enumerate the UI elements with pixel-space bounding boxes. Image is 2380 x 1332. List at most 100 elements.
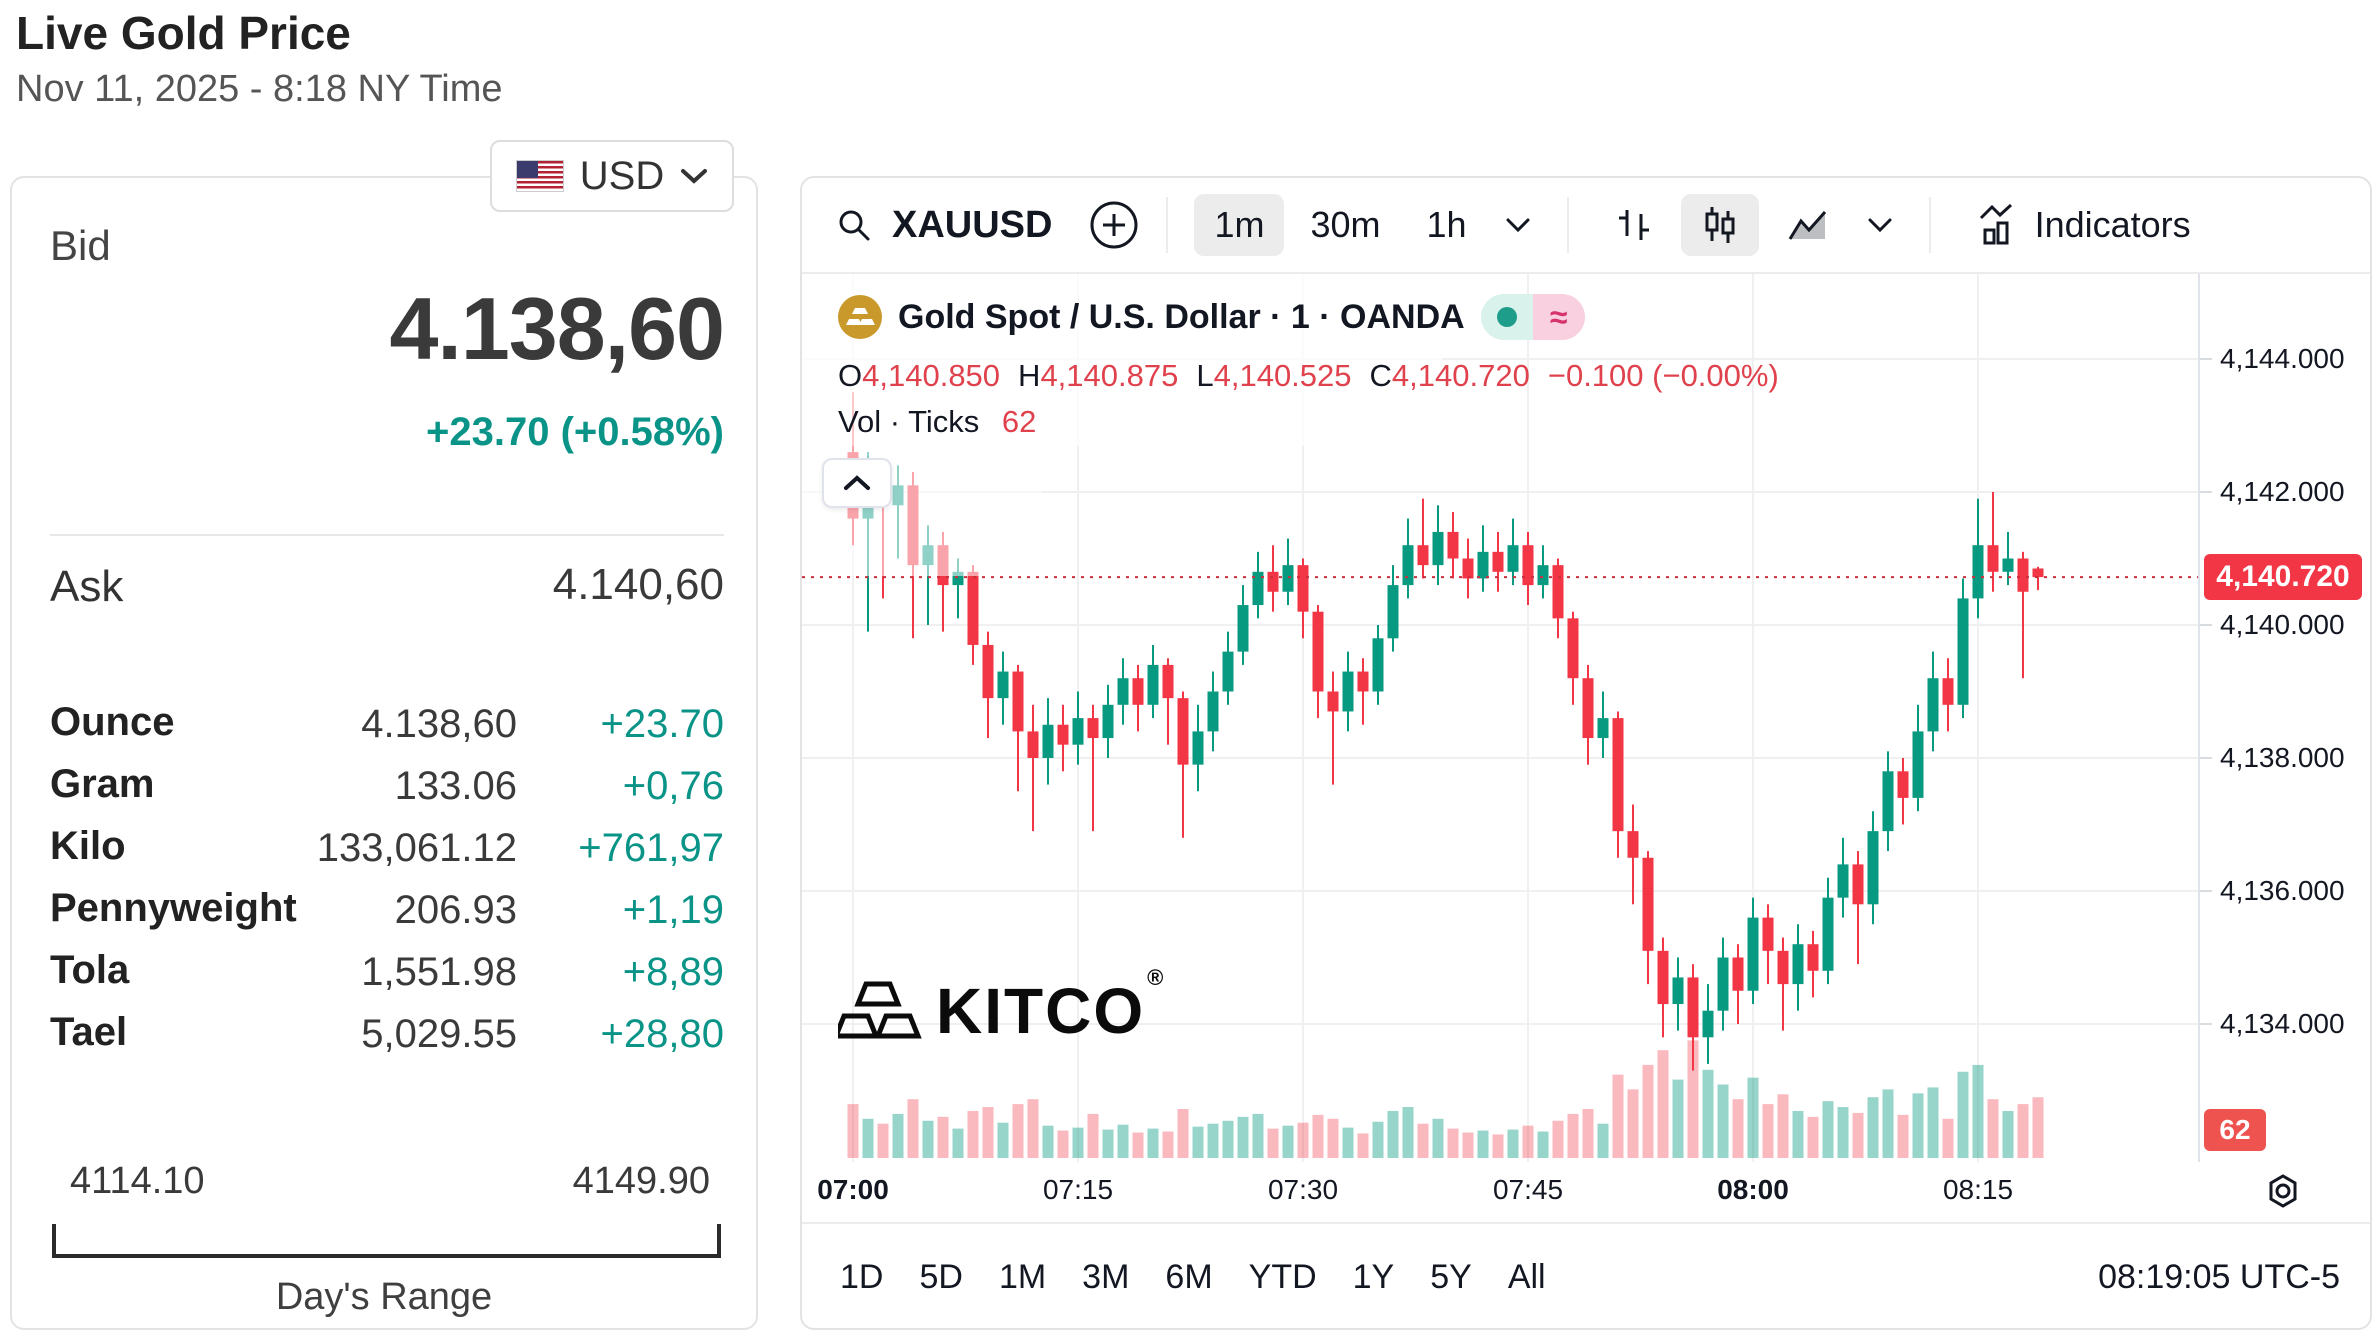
compare-add-icon[interactable] xyxy=(1088,199,1140,251)
price-tick xyxy=(2200,1023,2212,1025)
volume-label: Vol · Ticks xyxy=(838,404,980,439)
indicators-button[interactable]: Indicators xyxy=(1957,194,2211,256)
range-button-5Y[interactable]: 5Y xyxy=(1430,1257,1472,1296)
unit-label: Tola xyxy=(50,948,130,992)
bid-label: Bid xyxy=(50,222,111,269)
volume-legend: Vol · Ticks 62 xyxy=(838,404,1036,440)
price-axis-label: 4,142.000 xyxy=(2220,476,2345,507)
data-status-segment xyxy=(1480,294,1533,340)
day-range-label: Day's Range xyxy=(275,1276,493,1318)
market-status-pill[interactable]: ≈ xyxy=(1480,294,1585,340)
delayed-status-segment: ≈ xyxy=(1532,294,1585,340)
candlestick-style-button[interactable] xyxy=(1680,194,1759,256)
unit-value: 1,551.98 xyxy=(361,950,517,994)
divider xyxy=(50,534,724,536)
unit-change: +0,76 xyxy=(622,764,724,808)
interval-button-30m[interactable]: 30m xyxy=(1310,204,1381,245)
unit-row: Tola 1,551.98 +8,89 xyxy=(12,938,756,1000)
bar-chart-style-button[interactable] xyxy=(1595,194,1673,256)
toolbar-divider xyxy=(1166,197,1169,253)
time-axis-label: 07:30 xyxy=(1267,1174,1339,1205)
unit-label: Ounce xyxy=(50,700,175,744)
price-tick xyxy=(2200,890,2212,892)
unit-row: Ounce 4.138,60 +23.70 xyxy=(12,690,756,752)
unit-value: 4.138,60 xyxy=(361,702,517,746)
day-range-low: 4114.10 xyxy=(70,1160,205,1202)
page-title: Live Gold Price xyxy=(16,7,351,59)
ohlc-item: L4,140.525 xyxy=(1196,358,1352,393)
ohlc-bars-icon xyxy=(1618,210,1649,240)
live-dot-icon xyxy=(1496,307,1517,327)
unit-row: Gram 133.06 +0,76 xyxy=(12,752,756,814)
day-range-bar xyxy=(52,1224,721,1258)
ohlc-values: O4,140.850 H4,140.875 L4,140.525 C4,140.720… xyxy=(838,358,1779,394)
unit-value: 133,061.12 xyxy=(316,826,517,870)
time-axis[interactable]: 07:00 07:15 07:30 07:45 08:00 08:15 xyxy=(802,1162,2370,1224)
interval-chevron-down-icon[interactable] xyxy=(1505,217,1531,233)
session-change: −0.100 (−0.00%) xyxy=(1547,358,1779,393)
style-chevron-down-icon[interactable] xyxy=(1867,217,1893,233)
time-axis-label: 07:15 xyxy=(1042,1174,1114,1205)
price-axis-label: 4,136.000 xyxy=(2220,875,2345,906)
ask-value: 4.140,60 xyxy=(552,560,724,609)
price-axis-label: 4,134.000 xyxy=(2220,1008,2345,1039)
quote-card: Bid 4.138,60 +23.70 (+0.58%) Ask 4.140,6… xyxy=(10,176,758,1330)
unit-price-table: Ounce 4.138,60 +23.70 Gram 133.06 +0,76 Kilo 13… xyxy=(12,690,756,1062)
unit-change: +1,19 xyxy=(622,888,724,932)
gold-symbol-icon xyxy=(838,295,882,339)
unit-value: 5,029.55 xyxy=(361,1012,517,1056)
symbol-search-button[interactable]: XAUUSD xyxy=(892,203,1053,246)
toolbar-divider xyxy=(1928,197,1931,253)
ohlc-item: H4,140.875 xyxy=(1018,358,1179,393)
unit-value: 133.06 xyxy=(394,764,517,808)
symbol-title[interactable]: Gold Spot / U.S. Dollar · 1 · OANDA xyxy=(898,297,1465,336)
time-axis-label: 08:00 xyxy=(1717,1174,1789,1205)
time-axis-label: 07:45 xyxy=(1492,1174,1564,1205)
range-button-6M[interactable]: 6M xyxy=(1165,1257,1213,1296)
search-icon[interactable] xyxy=(836,207,872,243)
chevron-up-icon xyxy=(844,475,870,490)
settings-gear-icon[interactable] xyxy=(2264,1172,2302,1215)
area-chart-icon xyxy=(1788,211,1826,240)
kitco-watermark: KITCO® xyxy=(838,964,1166,1048)
ohlc-item: O4,140.850 xyxy=(838,358,1001,393)
interval-button-1h[interactable]: 1h xyxy=(1426,204,1467,245)
chevron-down-icon xyxy=(681,169,708,184)
range-button-1D[interactable]: 1D xyxy=(840,1257,884,1296)
unit-value: 206.93 xyxy=(394,888,517,932)
chart-plot-area[interactable]: Gold Spot / U.S. Dollar · 1 · OANDA ≈ O4… xyxy=(802,274,2198,1162)
approx-icon: ≈ xyxy=(1549,298,1568,335)
range-button-3M[interactable]: 3M xyxy=(1082,1257,1130,1296)
area-style-button[interactable] xyxy=(1767,194,1849,256)
chart-clock[interactable]: 08:19:05 UTC-5 xyxy=(2098,1257,2340,1296)
symbol-legend: Gold Spot / U.S. Dollar · 1 · OANDA ≈ xyxy=(838,294,1585,340)
interval-button-1m[interactable]: 1m xyxy=(1194,194,1285,256)
time-axis-label: 08:15 xyxy=(1942,1174,2014,1205)
currency-label: USD xyxy=(579,153,665,198)
kitco-wordmark: KITCO® xyxy=(936,964,1166,1047)
collapse-pane-button[interactable] xyxy=(822,458,892,508)
us-flag-icon xyxy=(515,160,564,192)
toolbar-divider xyxy=(1566,197,1569,253)
unit-label: Gram xyxy=(50,762,155,806)
bid-price: 4.138,60 xyxy=(389,279,725,378)
unit-change: +28,80 xyxy=(600,1012,724,1056)
price-tick xyxy=(2200,491,2212,493)
price-axis[interactable]: 4,140.720 62 4,144.000 4,142.000 4,140.000… xyxy=(2198,274,2370,1162)
bid-change: +23.70 (+0.58%) xyxy=(426,410,724,454)
range-button-5D[interactable]: 5D xyxy=(919,1257,963,1296)
indicators-icon xyxy=(1979,204,2012,245)
range-button-1M[interactable]: 1M xyxy=(998,1257,1047,1296)
currency-selector[interactable]: USD xyxy=(490,140,734,212)
range-button-1Y[interactable]: 1Y xyxy=(1352,1257,1395,1296)
candlestick-icon xyxy=(1705,207,1735,243)
chart-toolbar: XAUUSD 1m 30m 1h Indicators xyxy=(802,178,2370,274)
price-tick xyxy=(2200,757,2212,759)
time-axis-label: 07:00 xyxy=(817,1174,889,1205)
unit-row: Kilo 133,061.12 +761,97 xyxy=(12,814,756,876)
range-button-All[interactable]: All xyxy=(1507,1257,1546,1296)
unit-row: Tael 5,029.55 +28,80 xyxy=(12,1000,756,1062)
ohlc-item: C4,140.720 xyxy=(1369,358,1530,393)
range-button-YTD[interactable]: YTD xyxy=(1248,1257,1317,1296)
